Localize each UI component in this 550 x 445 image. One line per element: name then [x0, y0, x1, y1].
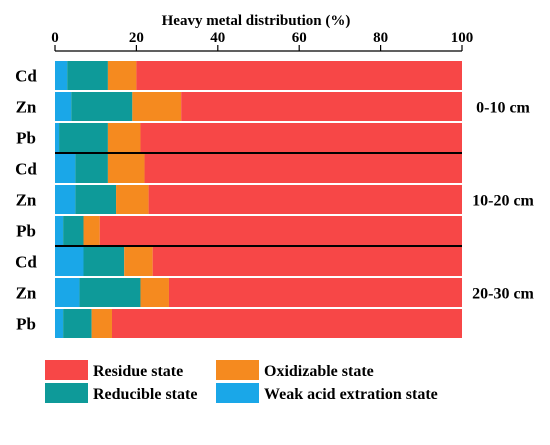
bar-2-weak-acid-extration-state	[55, 92, 72, 121]
bar-8-reducible-state	[79, 278, 141, 307]
category-label-2: Zn	[16, 98, 37, 117]
category-label-8: Zn	[16, 284, 37, 303]
legend-label-3: Reducible state	[93, 386, 197, 403]
bar-5-oxidizable-state	[116, 185, 149, 214]
legend-label-4: Weak acid extration state	[264, 386, 438, 403]
bar-9-reducible-state	[63, 309, 92, 338]
bar-4-oxidizable-state	[107, 154, 145, 183]
bar-7-residue-state	[152, 247, 462, 276]
bar-3-residue-state	[140, 123, 462, 152]
bar-4-reducible-state	[75, 154, 108, 183]
bar-7-weak-acid-extration-state	[55, 247, 84, 276]
bar-1-oxidizable-state	[107, 61, 137, 90]
category-label-1: Cd	[15, 67, 37, 86]
bar-5-residue-state	[148, 185, 463, 214]
legend-label-1: Residue state	[93, 363, 183, 380]
bar-5-reducible-state	[75, 185, 117, 214]
bar-3-oxidizable-state	[107, 123, 141, 152]
depth-group-labels: 0-10 cm 10-20 cm 20-30 cm	[55, 100, 535, 303]
depth-label-2: 10-20 cm	[472, 193, 534, 210]
bar-4-residue-state	[144, 154, 463, 183]
depth-label-3: 20-30 cm	[472, 286, 534, 303]
bar-8-oxidizable-state	[140, 278, 169, 307]
x-axis-ticks: 0 20 40 60 80 100	[51, 30, 474, 52]
category-label-6: Pb	[16, 222, 36, 241]
bar-1-residue-state	[136, 61, 462, 90]
x-tick-label-0: 0	[51, 30, 59, 46]
x-tick-label-4: 80	[373, 30, 388, 46]
bar-9-oxidizable-state	[91, 309, 112, 338]
bar-8-residue-state	[168, 278, 462, 307]
x-tick-label-3: 60	[292, 30, 307, 46]
bar-6-weak-acid-extration-state	[55, 216, 64, 245]
bar-6-residue-state	[99, 216, 463, 245]
legend-swatch-2	[216, 360, 259, 380]
bar-3-weak-acid-extration-state	[55, 123, 60, 152]
category-label-3: Pb	[16, 129, 36, 148]
depth-label-1: 0-10 cm	[476, 100, 530, 117]
bar-2-oxidizable-state	[132, 92, 182, 121]
legend-swatch-4	[216, 383, 259, 403]
bar-1-reducible-state	[67, 61, 108, 90]
bar-9-weak-acid-extration-state	[55, 309, 64, 338]
x-axis-title: Heavy metal distribution (%)	[162, 13, 351, 29]
bar-8-weak-acid-extration-state	[55, 278, 80, 307]
bar-5-weak-acid-extration-state	[55, 185, 76, 214]
x-tick-label-5: 100	[451, 30, 474, 46]
bar-2-reducible-state	[71, 92, 133, 121]
x-tick-label-2: 40	[210, 30, 225, 46]
legend-swatch-1	[45, 360, 88, 380]
bar-3-reducible-state	[59, 123, 108, 152]
bar-7-oxidizable-state	[124, 247, 153, 276]
bar-2-residue-state	[181, 92, 463, 121]
bar-1-weak-acid-extration-state	[55, 61, 68, 90]
legend-swatch-3	[45, 383, 88, 403]
category-label-9: Pb	[16, 315, 36, 334]
category-label-5: Zn	[16, 191, 37, 210]
legend-label-2: Oxidizable state	[264, 363, 374, 380]
x-tick-label-1: 20	[129, 30, 144, 46]
bar-6-oxidizable-state	[83, 216, 100, 245]
bar-9-residue-state	[111, 309, 462, 338]
legend: Residue state Oxidizable state Reducible s…	[45, 360, 438, 403]
category-label-7: Cd	[15, 253, 37, 272]
category-labels: Cd Zn Pb Cd Zn Pb Cd Zn Pb	[15, 67, 37, 334]
bar-6-reducible-state	[63, 216, 84, 245]
bar-7-reducible-state	[83, 247, 125, 276]
bars	[55, 61, 463, 338]
category-label-4: Cd	[15, 160, 37, 179]
bar-4-weak-acid-extration-state	[55, 154, 76, 183]
